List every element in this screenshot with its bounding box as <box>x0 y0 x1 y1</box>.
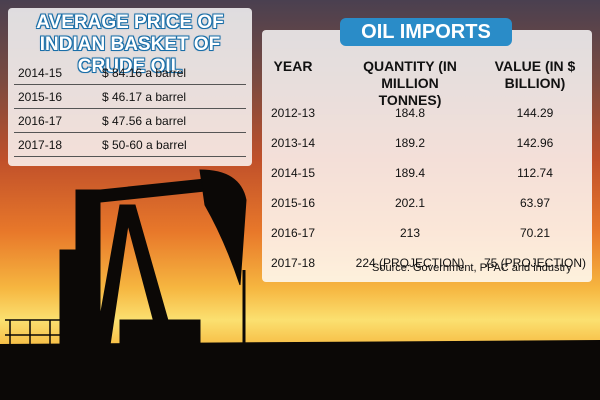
table-row: 2015-16 $ 46.17 a barrel <box>14 86 246 109</box>
price-cell: $ 84.16 a barrel <box>102 66 187 80</box>
table-cell: 184.8 <box>394 106 426 120</box>
table-row: 2017-18 $ 50-60 a barrel <box>14 134 246 157</box>
table-cell: 189.4 <box>394 166 426 180</box>
year-cell: 2015-16 <box>18 90 63 104</box>
year-cell: 2016-17 <box>18 114 63 128</box>
price-cell: $ 46.17 a barrel <box>102 90 187 104</box>
table-cell: 2017-18 <box>270 256 316 270</box>
table-cell: 2014-15 <box>270 166 316 180</box>
table-cell: 189.2 <box>394 136 426 150</box>
table-cell: 2012-13 <box>270 106 316 120</box>
imports-title-box <box>340 18 512 46</box>
table-cell: 144.29 <box>516 106 554 120</box>
table-cell: 213 <box>399 226 421 240</box>
price-cell: $ 47.56 a barrel <box>102 114 187 128</box>
table-cell: 70.21 <box>519 226 551 240</box>
header: YEAR <box>273 58 313 74</box>
table-cell: 2013-14 <box>270 136 316 150</box>
header: QUANTITY (IN MILLION TONNES) <box>363 58 457 108</box>
price-title: AVERAGE PRICE OF INDIAN BASKET OF CRUDE … <box>36 12 224 77</box>
table-cell: 224 (PROJECTION) <box>355 256 465 270</box>
imports-title: OIL IMPORTS <box>361 21 491 43</box>
table-cell: 202.1 <box>394 196 426 210</box>
table-row: 2016-17 $ 47.56 a barrel <box>14 110 246 133</box>
price-panel <box>8 8 252 166</box>
source: Source: Government, PPAC and industry <box>372 262 572 274</box>
table-row: 2014-15 $ 84.16 a barrel <box>14 62 246 85</box>
year-cell: 2014-15 <box>18 66 63 80</box>
header: VALUE (IN $ BILLION) <box>494 58 576 91</box>
table-cell: 63.97 <box>519 196 551 210</box>
table-cell: 75 (PROJECTION) <box>483 256 586 270</box>
price-cell: $ 50-60 a barrel <box>102 138 187 152</box>
table-cell: 112.74 <box>517 166 553 180</box>
table-cell: 2015-16 <box>270 196 316 210</box>
year-cell: 2017-18 <box>18 138 63 152</box>
table-cell: 142.96 <box>516 136 554 150</box>
imports-panel <box>262 30 592 282</box>
table-cell: 2016-17 <box>270 226 316 240</box>
